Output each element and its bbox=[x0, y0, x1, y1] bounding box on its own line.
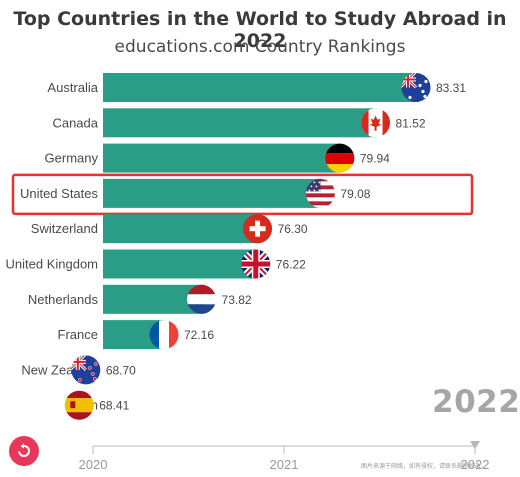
canada-flag-icon bbox=[361, 108, 391, 138]
category-label: Germany bbox=[45, 151, 99, 166]
bar bbox=[103, 108, 378, 138]
category-label: Switzerland bbox=[31, 221, 98, 236]
highlight-box bbox=[11, 173, 474, 216]
bar bbox=[103, 178, 323, 208]
category-label: Australia bbox=[47, 80, 98, 95]
bar bbox=[103, 143, 342, 173]
usa-flag-icon bbox=[305, 178, 335, 208]
germany-flag-icon bbox=[325, 143, 355, 173]
category-label: France bbox=[58, 327, 98, 342]
value-label: 76.30 bbox=[278, 222, 308, 236]
timeline-slider-handle[interactable] bbox=[470, 441, 480, 449]
spain-flag-icon bbox=[64, 390, 94, 420]
netherlands-flag-icon bbox=[187, 284, 217, 314]
new-zealand-flag-icon bbox=[71, 355, 101, 385]
bar bbox=[103, 284, 204, 314]
replay-icon bbox=[18, 443, 31, 457]
x-tick-label: 2020 bbox=[79, 457, 108, 472]
bar bbox=[103, 214, 260, 244]
chart-subtitle: educations.com Country Rankings bbox=[114, 37, 406, 57]
value-label: 79.94 bbox=[360, 152, 390, 166]
chart-title: Top Countries in the World to Study Abro… bbox=[13, 8, 507, 52]
watermark: 图片来源于网络，如有侵权，请联系删除修改。 bbox=[361, 464, 488, 470]
replay-button[interactable] bbox=[9, 436, 39, 466]
value-label: 76.22 bbox=[276, 258, 306, 272]
value-label: 68.70 bbox=[106, 363, 136, 377]
bar bbox=[103, 73, 418, 102]
x-tick-label: 2021 bbox=[270, 457, 299, 472]
category-label: United Kingdom bbox=[6, 257, 99, 272]
category-label: United States bbox=[20, 186, 99, 201]
category-label: Canada bbox=[52, 115, 98, 130]
current-year-display: 2022 bbox=[432, 384, 520, 420]
value-label: 72.16 bbox=[184, 328, 214, 342]
value-label: 79.08 bbox=[340, 187, 370, 201]
value-label: 68.41 bbox=[99, 399, 129, 413]
category-label: Netherlands bbox=[28, 292, 99, 307]
value-label: 81.52 bbox=[396, 116, 426, 130]
bar bbox=[103, 249, 258, 279]
x-tick-label: 2022 bbox=[461, 457, 490, 472]
france-flag-icon bbox=[149, 320, 179, 350]
switzerland-flag-icon bbox=[243, 214, 273, 244]
value-label: 83.31 bbox=[436, 81, 466, 95]
value-label: 73.82 bbox=[222, 293, 252, 307]
